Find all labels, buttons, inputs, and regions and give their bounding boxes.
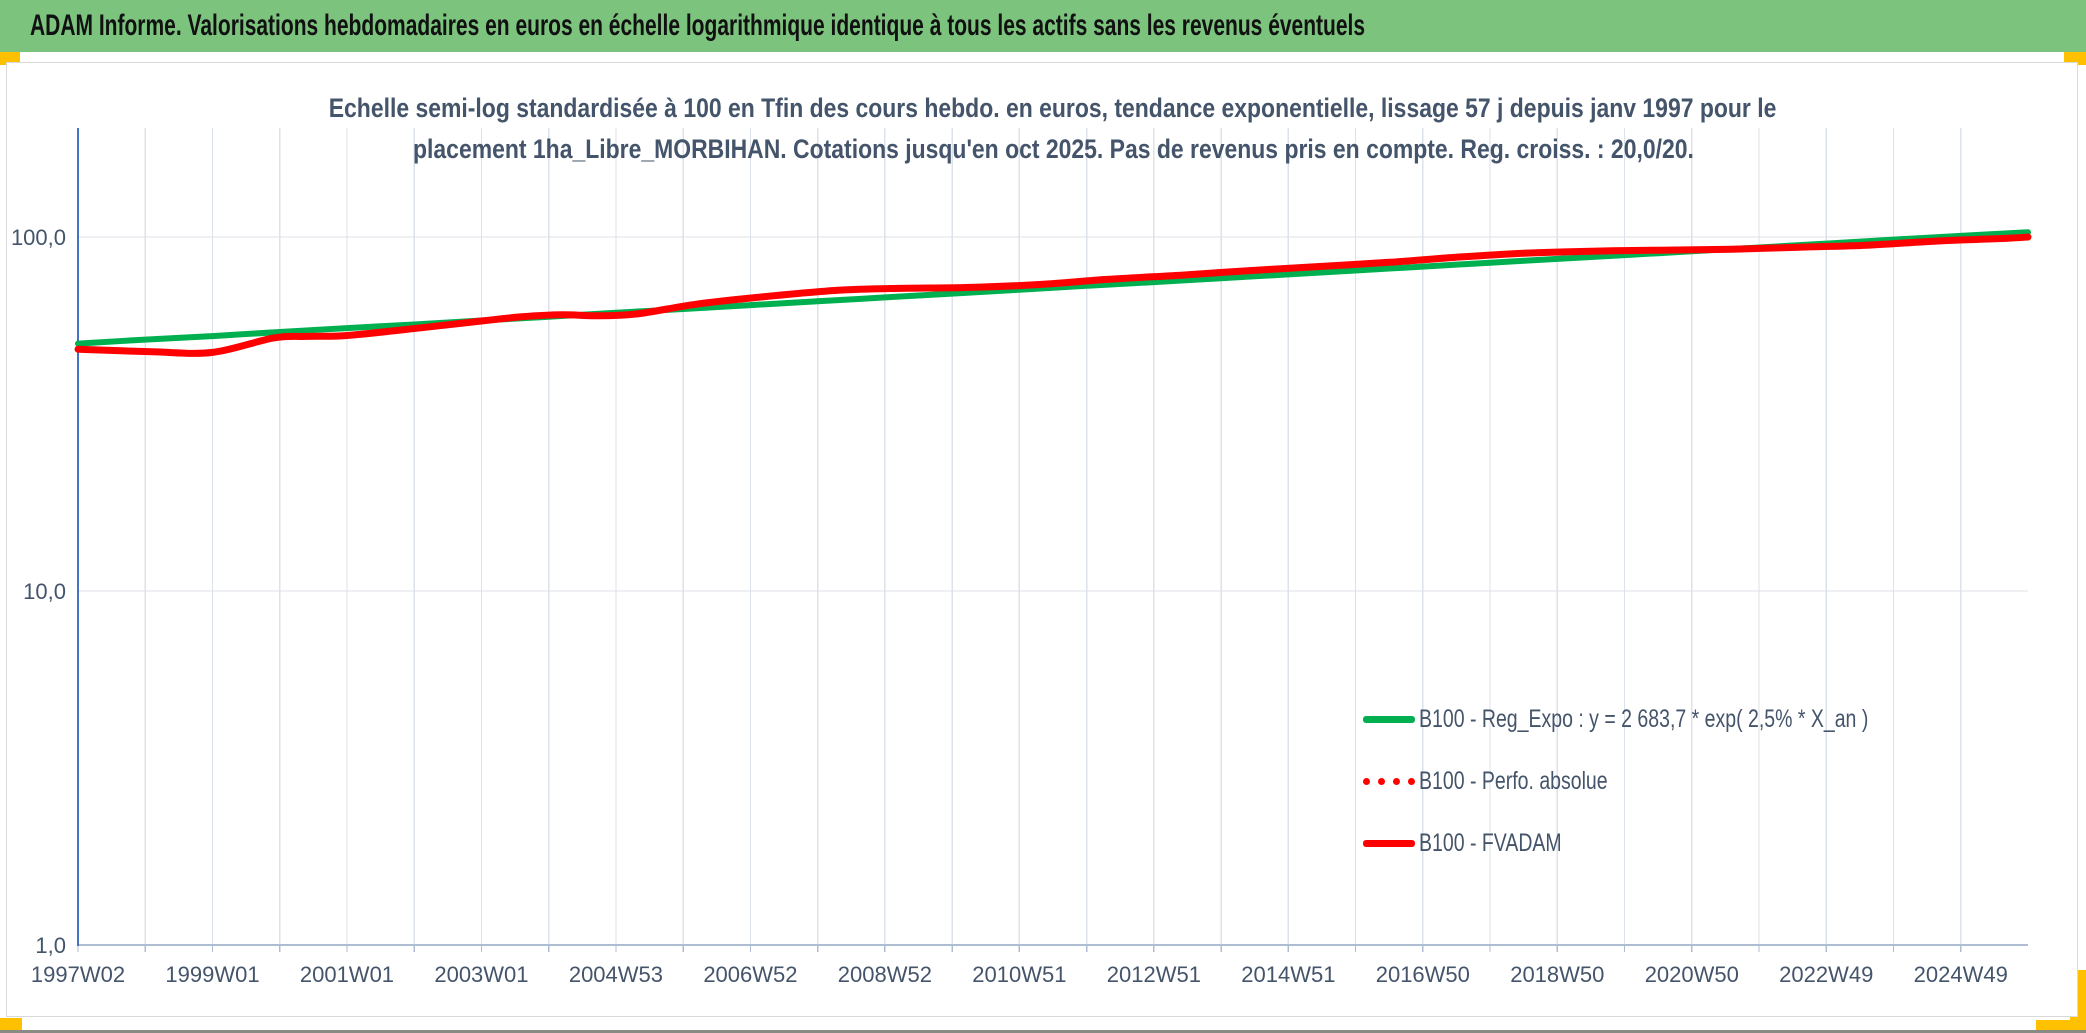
- x-tick-label: 2024W49: [1913, 962, 2008, 987]
- legend-label-reg-expo: B100 - Reg_Expo : y = 2 683,7 * exp( 2,5…: [1419, 704, 1869, 733]
- x-tick-label: 2018W50: [1510, 962, 1605, 987]
- yellow-handle-top-left: [0, 52, 20, 65]
- x-tick-label: 2016W50: [1375, 962, 1470, 987]
- x-tick-label: 2003W01: [434, 962, 529, 987]
- legend-item-perfo-absolue[interactable]: B100 - Perfo. absolue: [1363, 750, 1995, 812]
- legend-label-fvadam: B100 - FVADAM: [1419, 828, 1562, 857]
- legend-label-perfo-absolue: B100 - Perfo. absolue: [1419, 766, 1608, 795]
- chart-title-line-1: Echelle semi-log standardisée à 100 en T…: [329, 93, 1777, 123]
- legend: B100 - Reg_Expo : y = 2 683,7 * exp( 2,5…: [1363, 688, 1995, 874]
- legend-swatch-green-line: [1363, 715, 1415, 723]
- series-line-fvadam[interactable]: [74, 233, 2032, 357]
- page-title-bar: ADAM Informe. Valorisations hebdomadaire…: [0, 0, 2086, 52]
- chart-title: Echelle semi-log standardisée à 100 en T…: [78, 88, 2028, 170]
- x-tick-label: 2001W01: [299, 962, 395, 987]
- legend-item-reg-expo[interactable]: B100 - Reg_Expo : y = 2 683,7 * exp( 2,5…: [1363, 688, 1995, 750]
- y-tick-label: 1,0: [35, 933, 66, 958]
- x-tick-label: 2006W52: [703, 962, 798, 987]
- legend-item-fvadam[interactable]: B100 - FVADAM: [1363, 812, 1995, 874]
- x-tick-label: 2004W53: [568, 962, 664, 987]
- bottom-divider: [0, 1030, 2086, 1033]
- chart-frame[interactable]: [6, 62, 2078, 1017]
- legend-swatch-red-dotted-line: [1363, 777, 1415, 785]
- x-tick-label: 2014W51: [1241, 962, 1336, 987]
- legend-swatch-red-line: [1363, 839, 1415, 847]
- yellow-handle-top-right: [2064, 52, 2086, 65]
- chart-title-line-2: placement 1ha_Libre_MORBIHAN. Cotations …: [412, 134, 1694, 164]
- x-tick-label: 2012W51: [1106, 962, 1201, 987]
- x-tick-label: 1997W02: [30, 962, 126, 987]
- x-tick-label: 2010W51: [972, 962, 1067, 987]
- yellow-handle-bottom-left: [0, 1018, 22, 1030]
- y-tick-label: 10,0: [23, 579, 66, 604]
- page-title: ADAM Informe. Valorisations hebdomadaire…: [30, 9, 1366, 42]
- x-tick-label: 2022W49: [1779, 962, 1874, 987]
- x-tick-label: 2020W50: [1644, 962, 1739, 987]
- x-tick-label: 1999W01: [165, 962, 260, 987]
- y-tick-label: 100,0: [10, 225, 66, 250]
- x-tick-label: 2008W52: [837, 962, 932, 987]
